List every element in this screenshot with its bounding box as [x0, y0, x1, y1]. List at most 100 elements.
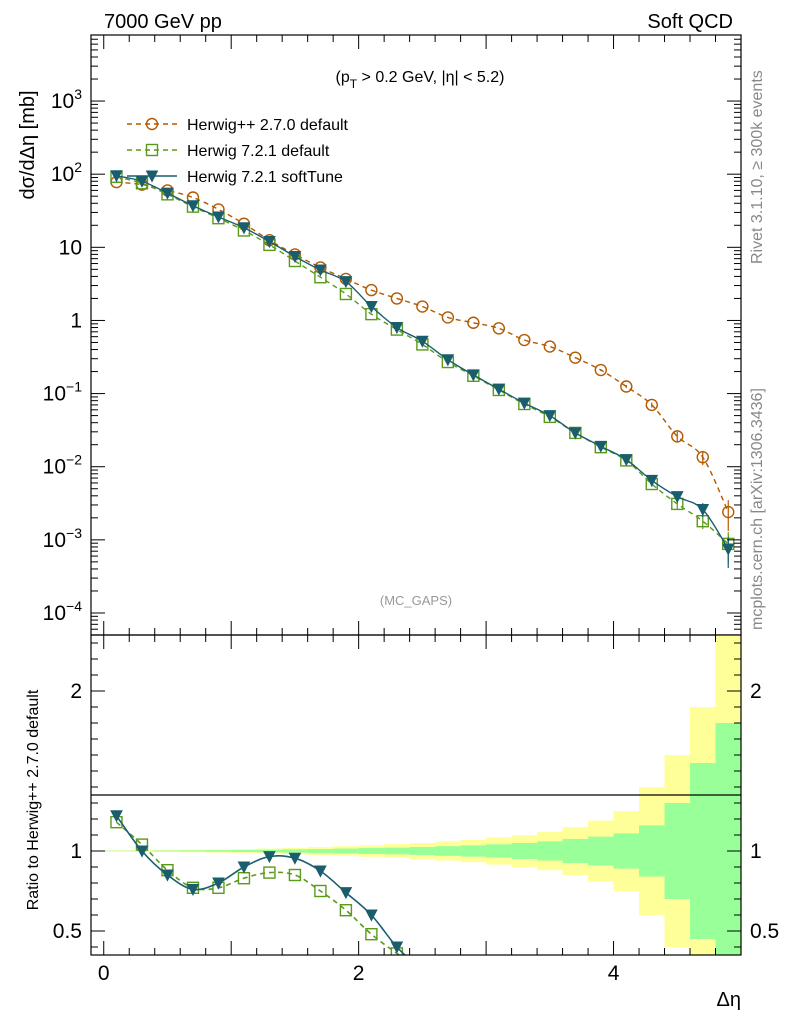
- ratio-data-point: [135, 845, 149, 858]
- main-data-point: [645, 398, 658, 412]
- main-data-point: [339, 276, 353, 289]
- legend-label: Herwig++ 2.7.0 default: [187, 117, 349, 134]
- legend-marker: [145, 117, 159, 131]
- ratio-data-point: [288, 868, 302, 882]
- legend-label: Herwig 7.2.1 default: [187, 143, 330, 160]
- ratio-data-point: [365, 909, 378, 922]
- ratio-data-point: [314, 884, 327, 898]
- main-data-point: [619, 454, 633, 467]
- main-data-point: [492, 383, 506, 396]
- main-series-line: [116, 175, 729, 550]
- main-data-point: [543, 340, 557, 353]
- legend-marker: [145, 143, 159, 157]
- main-data-point: [569, 351, 582, 364]
- x-tick-label: 4: [608, 962, 620, 985]
- main-y-axis-title: dσ/dΔη [mb]: [17, 90, 39, 199]
- main-x-ticks: [103, 35, 742, 635]
- main-y-axis: 10−4 10−3 10−2 10−1 1 10 102 103: [43, 34, 741, 636]
- main-data-point: [416, 335, 429, 348]
- ratio-uncertainty-bands: [103, 635, 742, 955]
- main-data-point: [671, 430, 684, 443]
- legend-label: Herwig 7.2.1 softTune: [187, 169, 343, 186]
- main-data-point: [722, 505, 735, 519]
- stat-uncertainty-band: [613, 833, 640, 869]
- stat-uncertainty-band: [511, 843, 538, 859]
- stat-uncertainty-band: [205, 850, 232, 852]
- ratio-y-tick-label: 0.5: [53, 920, 82, 943]
- ratio-data-point: [161, 869, 174, 882]
- main-data-point: [645, 474, 659, 487]
- main-y-tick-label: 10−1: [43, 379, 83, 406]
- main-data-point: [696, 450, 709, 464]
- main-data-point: [594, 363, 608, 377]
- ratio-data-point: [212, 877, 225, 890]
- main-data-point: [670, 491, 684, 504]
- ratio-y-axis-title: Ratio to Herwig++ 2.7.0 default: [25, 689, 42, 910]
- main-data-point: [288, 250, 302, 264]
- main-data-point: [314, 264, 327, 277]
- main-data-point: [467, 316, 480, 329]
- main-data-point: [161, 187, 174, 200]
- rivet-version-label: Rivet 3.1.10, ≥ 300k events: [749, 70, 766, 264]
- stat-uncertainty-band: [588, 836, 614, 866]
- main-data-point: [416, 300, 429, 313]
- stat-uncertainty-band: [409, 847, 436, 855]
- stat-uncertainty-band: [562, 839, 589, 863]
- analysis-label: (MC_GAPS): [380, 593, 452, 608]
- ratio-data-point: [390, 941, 404, 954]
- ratio-data-point: [263, 851, 276, 864]
- stat-uncertainty-band: [333, 848, 359, 854]
- stat-uncertainty-band: [664, 803, 691, 899]
- main-data-point: [390, 322, 404, 335]
- main-data-point: [467, 369, 480, 382]
- main-data-point: [620, 380, 633, 393]
- stat-uncertainty-band: [231, 850, 257, 852]
- main-data-point: [186, 200, 200, 213]
- ratio-data-point: [186, 883, 200, 896]
- main-data-point: [721, 543, 735, 556]
- x-axis-title: Δη: [717, 989, 741, 1011]
- x-tick-label: 2: [353, 962, 365, 985]
- stat-uncertainty-band: [358, 848, 385, 854]
- main-data-point: [237, 222, 251, 235]
- stat-uncertainty-band: [282, 849, 308, 853]
- main-data-point: [441, 311, 455, 324]
- main-y-tick-label: 10: [59, 236, 82, 259]
- stat-uncertainty-band: [180, 850, 207, 852]
- mcplots-label: mcplots.cern.ch [arXiv:1306.3436]: [749, 388, 766, 630]
- main-data-point: [696, 504, 710, 517]
- ratio-y-tick-label: 2: [70, 680, 82, 703]
- legend: Herwig++ 2.7.0 default Herwig 7.2.1 defau…: [127, 117, 349, 186]
- main-y-tick-label: 1: [70, 309, 82, 332]
- stat-uncertainty-band: [435, 846, 461, 856]
- main-data-point: [365, 301, 378, 314]
- ratio-data-point: [339, 887, 353, 900]
- ratio-y-tick-label-right: 0.5: [750, 920, 779, 943]
- main-y-tick-label: 10−4: [43, 598, 83, 625]
- main-series-layer: [110, 170, 735, 568]
- cuts-label: (pT > 0.2 GeV, |η| < 5.2): [336, 69, 505, 91]
- ratio-y-tick-label: 1: [70, 840, 82, 863]
- main-data-point: [339, 287, 353, 301]
- main-y-tick-label: 10−3: [43, 525, 83, 552]
- stat-uncertainty-band: [486, 844, 512, 858]
- header-right-label: Soft QCD: [647, 11, 733, 33]
- ratio-panel-frame: [90, 634, 742, 956]
- stat-uncertainty-band: [715, 723, 742, 955]
- ratio-x-axis: 0 2 4: [98, 635, 742, 985]
- main-y-tick-label: 102: [51, 159, 82, 186]
- main-data-point: [390, 292, 404, 305]
- main-series-line: [116, 176, 729, 545]
- ratio-data-point: [339, 904, 353, 917]
- ratio-series-line: [115, 815, 406, 955]
- main-data-point: [212, 211, 225, 224]
- ratio-data-point: [237, 861, 251, 874]
- main-data-point: [518, 397, 531, 410]
- main-y-tick-label: 103: [51, 86, 82, 113]
- stat-uncertainty-band: [103, 850, 130, 852]
- legend-marker: [145, 170, 159, 183]
- header-left-label: 7000 GeV pp: [104, 11, 222, 33]
- main-data-point: [110, 170, 123, 183]
- ratio-data-point: [365, 928, 378, 941]
